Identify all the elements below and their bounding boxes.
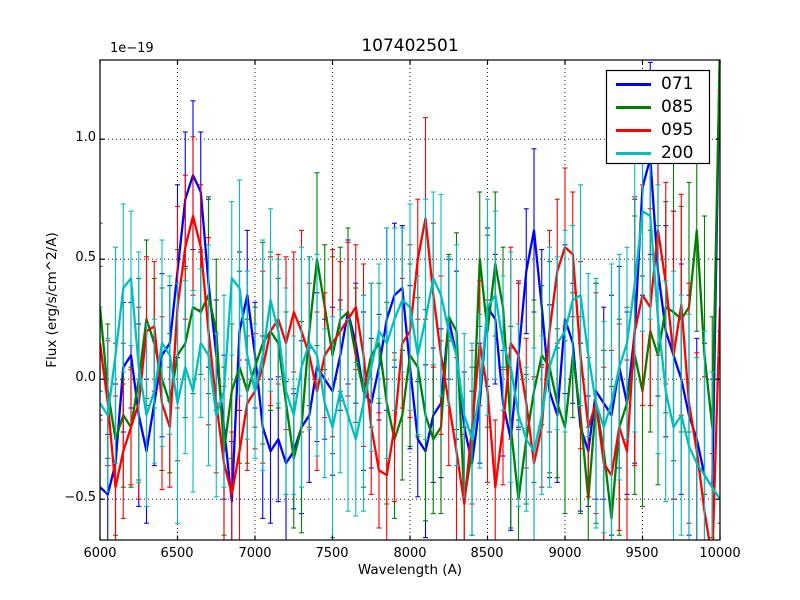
- chart-canvas: [99, 59, 721, 541]
- figure: 107402501 1e−19 Wavelength (A) Flux (erg…: [44, 36, 741, 578]
